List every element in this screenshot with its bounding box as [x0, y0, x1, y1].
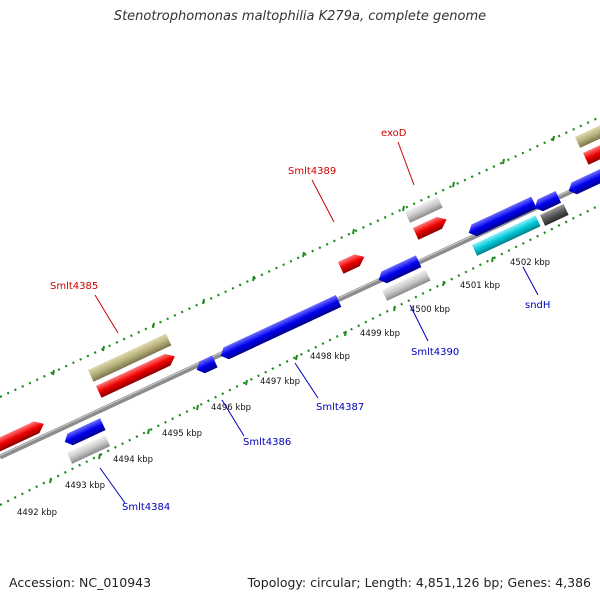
gene-smlt4390-blue[interactable] [376, 255, 422, 285]
gene-smlt4386[interactable] [194, 355, 218, 376]
gene-small-blue[interactable] [532, 191, 562, 214]
forward-tick-track [0, 116, 600, 398]
gene-label-smlt4387[interactable]: Smlt4387 [316, 402, 364, 413]
gene-smlt4389[interactable] [338, 251, 367, 274]
scale-labels: 4492 kbp 4493 kbp 4494 kbp 4495 kbp 4496… [17, 258, 550, 518]
gene-label-sndh[interactable]: sndH [525, 300, 550, 311]
scale-label: 4492 kbp [17, 508, 57, 518]
genome-summary-text: Topology: circular; Length: 4,851,126 bp… [247, 575, 591, 590]
scale-label: 4493 kbp [65, 481, 105, 491]
gene-label-smlt4389[interactable]: Smlt4389 [288, 166, 336, 177]
reverse-gene-labels: Smlt4384 Smlt4386 Smlt4387 Smlt4390 sndH [99, 266, 550, 513]
gene-smlt4387[interactable] [218, 295, 342, 362]
gene-sndh-cyan[interactable] [472, 215, 541, 256]
reverse-major-ticks [49, 256, 494, 484]
map-title: Stenotrophomonas maltophilia K279a, comp… [113, 9, 487, 24]
scale-label: 4497 kbp [260, 377, 300, 387]
gene-right-khaki[interactable] [575, 120, 600, 148]
gene-smlt4385-khaki[interactable] [88, 333, 172, 382]
gene-label-smlt4384[interactable]: Smlt4384 [122, 502, 170, 513]
gene-red-left-edge[interactable] [0, 418, 47, 452]
reverse-tick-track [0, 204, 600, 506]
scale-label: 4500 kbp [410, 305, 450, 315]
gene-smlt4385-red[interactable] [96, 351, 178, 398]
gene-label-smlt4386[interactable]: Smlt4386 [243, 437, 291, 448]
accession-text: Accession: NC_010943 [9, 575, 152, 590]
scale-label: 4498 kbp [310, 352, 350, 362]
gene-label-smlt4385[interactable]: Smlt4385 [50, 281, 98, 292]
scale-label: 4501 kbp [460, 281, 500, 291]
forward-major-ticks [52, 135, 555, 376]
gene-exod-grey[interactable] [405, 196, 443, 223]
gene-sndh-blue[interactable] [466, 196, 537, 239]
scale-label: 4502 kbp [510, 258, 550, 268]
scale-label: 4495 kbp [162, 429, 202, 439]
scale-label: 4494 kbp [113, 455, 153, 465]
gene-sndh-dark[interactable] [540, 204, 569, 226]
scale-label: 4499 kbp [360, 329, 400, 339]
gene-smlt4384-blue[interactable] [62, 418, 106, 448]
gene-label-smlt4390[interactable]: Smlt4390 [411, 347, 459, 358]
gene-right-blue[interactable] [566, 168, 600, 197]
forward-gene-labels: Smlt4385 Smlt4389 exoD [50, 128, 415, 334]
gene-label-exod[interactable]: exoD [381, 128, 407, 139]
gene-features [0, 120, 600, 464]
gene-exod-red[interactable] [413, 214, 449, 240]
gene-right-red[interactable] [583, 137, 600, 165]
gene-smlt4384-grey[interactable] [67, 435, 111, 464]
scale-label: 4496 kbp [211, 403, 251, 413]
gene-smlt4390-grey[interactable] [382, 269, 431, 301]
